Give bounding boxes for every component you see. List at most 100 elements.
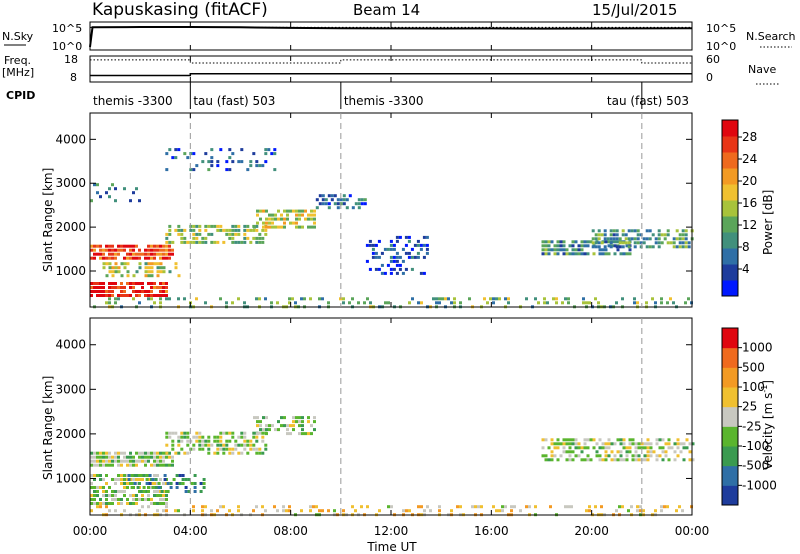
velocity-cell: [492, 505, 495, 509]
velocity-cell: [156, 509, 159, 513]
velocity-cell: [105, 494, 108, 497]
velocity-cell: [643, 446, 647, 450]
velocity-cell: [568, 450, 572, 454]
velocity-cell: [142, 486, 146, 489]
power-cell: [339, 198, 343, 202]
power-cell: [114, 252, 117, 256]
power-cell: [681, 237, 685, 241]
velocity-cell: [265, 416, 268, 420]
velocity-cell: [99, 451, 102, 455]
power-cell: [105, 294, 108, 297]
power-cell: [189, 228, 193, 232]
power-cell: [159, 290, 162, 293]
velocity-cell: [565, 458, 569, 462]
power-cell: [586, 244, 590, 248]
noise-ytick-bottom: 10^0: [52, 40, 82, 53]
power-cell: [159, 244, 162, 248]
power-cell: [288, 297, 291, 301]
power-cell: [108, 248, 111, 252]
velocity-cell: [663, 505, 666, 509]
power-cell: [407, 235, 411, 239]
velocity-cell: [501, 509, 504, 513]
velocity-cell: [564, 505, 567, 509]
power-cell: [123, 290, 126, 293]
velocity-colorbar-tick-label: -100: [742, 439, 769, 453]
velocity-cell: [165, 431, 169, 435]
velocity-cell: [216, 447, 220, 451]
velocity-cell: [646, 442, 650, 446]
velocity-cell: [105, 502, 108, 505]
velocity-cell: [117, 455, 120, 459]
velocity-cell: [177, 435, 181, 439]
power-cell: [159, 248, 162, 252]
power-cell: [392, 259, 396, 263]
power-cell: [613, 244, 617, 248]
power-cell: [138, 248, 141, 252]
velocity-cell: [301, 432, 304, 436]
velocity-cell: [184, 478, 188, 481]
velocity-cell: [154, 478, 158, 481]
velocity-cell: [96, 494, 99, 497]
power-cell: [398, 255, 402, 259]
power-cell: [594, 297, 597, 301]
velocity-cell: [213, 439, 217, 443]
velocity-cell: [667, 438, 671, 442]
power-cell: [99, 248, 102, 252]
power-cell: [138, 294, 141, 297]
power-cell: [401, 247, 405, 251]
power-colorbar-segment: [722, 152, 738, 169]
velocity-cell: [307, 416, 310, 420]
velocity-cell: [150, 451, 153, 455]
power-cell: [616, 248, 620, 252]
power-cell: [544, 252, 548, 256]
power-cell: [612, 237, 616, 241]
velocity-cell: [607, 454, 611, 458]
nave-ytick-top: 60: [706, 53, 720, 66]
velocity-cell: [183, 451, 187, 455]
velocity-cell: [204, 443, 208, 447]
velocity-cell: [628, 446, 632, 450]
velocity-cell: [111, 498, 114, 501]
velocity-cell: [634, 442, 638, 446]
velocity-cell: [171, 443, 175, 447]
power-cell: [165, 152, 169, 156]
power-ytick-label: 4000: [55, 132, 86, 146]
velocity-cell: [610, 442, 614, 446]
velocity-cell: [249, 439, 253, 443]
power-cell: [327, 194, 331, 198]
power-cell: [274, 217, 277, 221]
power-cell: [135, 282, 138, 285]
power-cell: [135, 187, 138, 191]
velocity-cell: [193, 482, 197, 485]
power-cell: [195, 224, 199, 228]
power-cell: [565, 248, 569, 252]
velocity-cell: [595, 450, 599, 454]
velocity-cell: [201, 509, 204, 513]
power-cell: [177, 274, 181, 278]
power-cell: [144, 266, 148, 270]
velocity-cell: [498, 509, 501, 513]
velocity-cell: [213, 435, 217, 439]
velocity-cell: [577, 454, 581, 458]
velocity-cell: [234, 439, 238, 443]
power-cell: [231, 152, 235, 156]
power-cell: [687, 245, 691, 249]
velocity-cell: [313, 416, 316, 420]
velocity-cell: [102, 490, 105, 493]
velocity-cell: [568, 438, 572, 442]
velocity-cell: [201, 505, 204, 509]
velocity-cell: [165, 482, 168, 485]
power-cell: [492, 301, 495, 305]
velocity-cell: [102, 486, 105, 489]
velocity-cell: [150, 486, 153, 489]
velocity-cell: [318, 509, 321, 513]
velocity-cell: [240, 443, 244, 447]
power-cell: [289, 209, 292, 213]
power-ylabel: Slant Range [km]: [41, 168, 55, 272]
power-cell: [111, 244, 114, 248]
power-cell: [165, 244, 168, 248]
power-cell: [342, 194, 346, 198]
power-cell: [645, 229, 649, 233]
power-cell: [468, 297, 471, 301]
velocity-cell: [658, 446, 662, 450]
